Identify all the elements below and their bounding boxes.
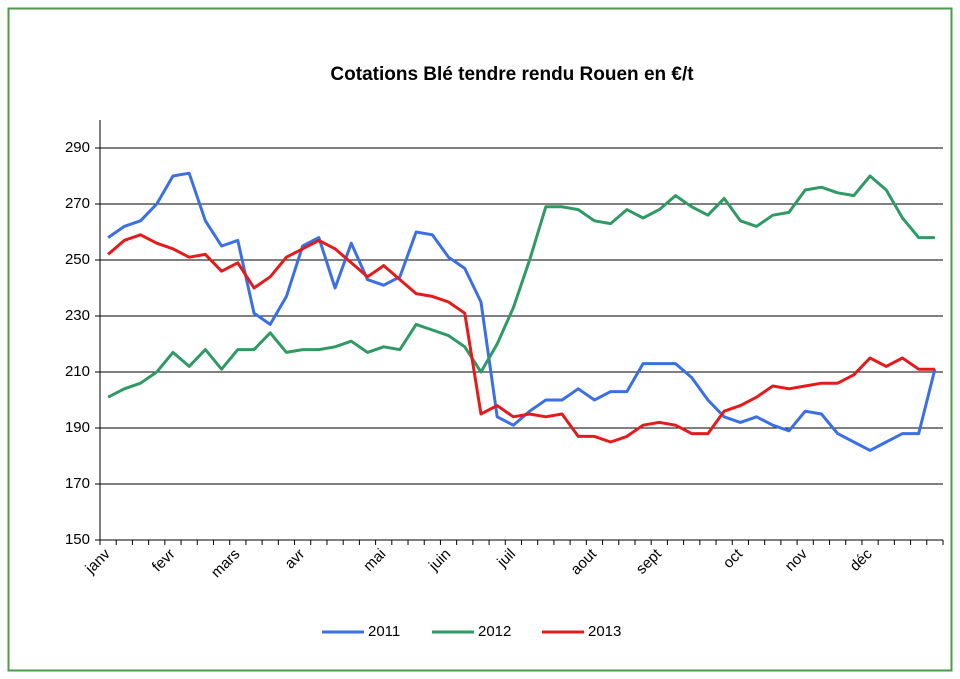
line-series xyxy=(107,233,935,444)
y-tick-label: 230 xyxy=(65,307,90,324)
legend-label: 2013 xyxy=(588,623,621,640)
legend-label: 2011 xyxy=(368,623,400,640)
y-tick-label: 190 xyxy=(65,419,90,436)
y-tick-label: 150 xyxy=(65,531,90,548)
chart-title: Cotations Blé tendre rendu Rouen en €/t xyxy=(330,64,694,85)
y-tick-label: 250 xyxy=(65,251,90,268)
y-tick-label: 170 xyxy=(65,475,90,492)
chart-border xyxy=(7,7,953,672)
line-series xyxy=(107,174,935,399)
y-tick-label: 210 xyxy=(65,363,90,380)
y-tick-label: 290 xyxy=(65,139,90,156)
y-tick-label: 270 xyxy=(65,195,90,212)
legend-label: 2012 xyxy=(478,623,511,640)
